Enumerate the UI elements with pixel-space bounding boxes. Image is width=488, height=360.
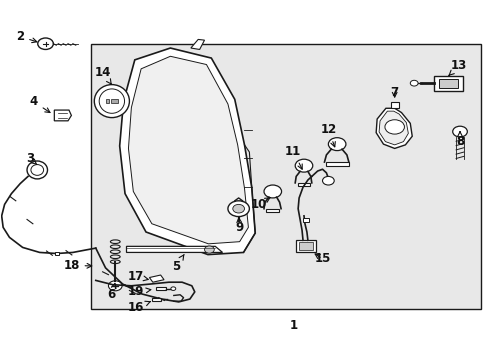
Text: 10: 10	[250, 198, 270, 211]
Circle shape	[204, 246, 214, 253]
Polygon shape	[433, 76, 462, 91]
Text: 16: 16	[128, 301, 150, 314]
Text: 12: 12	[320, 123, 336, 147]
Text: 5: 5	[172, 255, 184, 273]
Polygon shape	[299, 242, 312, 250]
Text: 7: 7	[390, 86, 398, 99]
Text: 18: 18	[63, 259, 92, 272]
Circle shape	[322, 176, 333, 185]
Circle shape	[38, 38, 53, 49]
Circle shape	[409, 80, 417, 86]
Polygon shape	[326, 162, 348, 166]
Circle shape	[264, 185, 281, 198]
Circle shape	[295, 159, 312, 172]
Text: 2: 2	[16, 30, 37, 43]
Circle shape	[227, 201, 249, 217]
Text: 11: 11	[285, 145, 302, 169]
Polygon shape	[190, 40, 204, 49]
Text: 19: 19	[128, 285, 150, 298]
Text: 1: 1	[288, 319, 297, 332]
Polygon shape	[152, 298, 160, 301]
Polygon shape	[390, 102, 398, 108]
Circle shape	[452, 126, 467, 137]
Polygon shape	[54, 110, 71, 121]
Text: 3: 3	[26, 152, 37, 165]
Circle shape	[384, 120, 404, 134]
Ellipse shape	[94, 85, 129, 118]
Polygon shape	[105, 99, 109, 103]
Polygon shape	[438, 79, 457, 88]
Polygon shape	[378, 111, 407, 145]
Polygon shape	[303, 218, 308, 222]
Circle shape	[328, 138, 345, 150]
Text: 15: 15	[314, 252, 330, 265]
Polygon shape	[128, 56, 248, 244]
Polygon shape	[149, 275, 163, 282]
Polygon shape	[55, 252, 59, 255]
Circle shape	[108, 281, 122, 291]
Polygon shape	[297, 183, 310, 186]
Polygon shape	[156, 287, 165, 291]
Polygon shape	[296, 240, 315, 252]
Circle shape	[232, 204, 244, 213]
Text: 6: 6	[107, 283, 116, 301]
Polygon shape	[111, 99, 118, 103]
Circle shape	[170, 287, 175, 291]
Polygon shape	[266, 209, 279, 212]
Text: 14: 14	[95, 66, 111, 84]
Ellipse shape	[27, 161, 47, 179]
Polygon shape	[120, 48, 255, 255]
Text: 8: 8	[455, 132, 463, 148]
Polygon shape	[126, 246, 222, 252]
Text: 4: 4	[30, 95, 50, 113]
Bar	[91, 44, 480, 309]
Text: 13: 13	[448, 59, 466, 75]
Text: 17: 17	[128, 270, 148, 283]
Polygon shape	[375, 108, 411, 148]
Text: 9: 9	[235, 217, 243, 234]
